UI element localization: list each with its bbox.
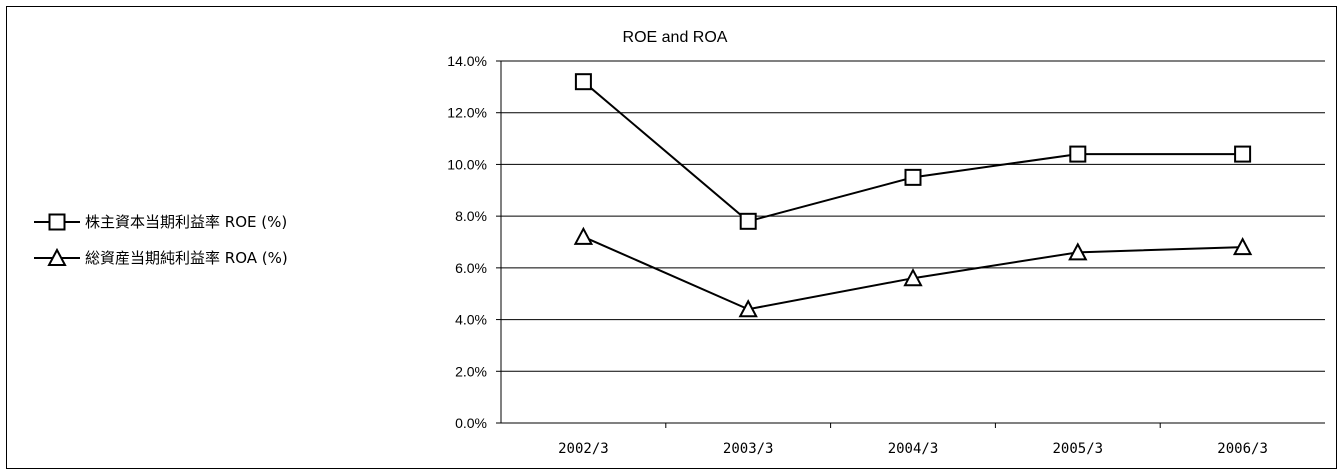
x-axis-ticks: 2002/3 2003/3 2004/3 2005/3 2006/3 [558,441,1268,457]
data-point-triangle [903,268,923,287]
data-point-triangle [1232,237,1253,256]
axes [496,60,1325,428]
data-point-square [574,73,592,91]
y-tick-label: 2.0% [455,363,487,379]
legend-marker-square [48,213,66,231]
data-point-square [739,212,757,230]
y-tick-label: 4.0% [455,312,487,328]
y-axis-ticks: 0.0% 2.0% 4.0% 6.0% 8.0% 10.0% 12.0% 14.0% [447,53,487,431]
x-tick-label: 2003/3 [723,441,774,457]
legend-label: 総資産当期純利益率 ROA (%) [85,249,288,267]
series [573,73,1253,318]
y-tick-label: 12.0% [447,105,487,121]
chart-title: ROE and ROA [623,29,728,46]
series-roa [573,226,1253,318]
y-tick-label: 0.0% [455,415,487,431]
y-tick-label: 10.0% [447,156,487,172]
x-tick-label: 2004/3 [888,441,939,457]
x-tick-label: 2002/3 [558,441,609,457]
legend-entry: 総資産当期純利益率 ROA (%) [34,247,288,267]
x-tick-label: 2005/3 [1053,441,1104,457]
data-point-triangle [573,226,594,245]
series-line [582,80,1243,223]
legend: 株主資本当期利益率 ROE (%) 総資産当期純利益率 ROA (%) [34,213,288,267]
legend-marker-triangle [47,247,67,266]
x-tick-label: 2006/3 [1217,441,1268,457]
legend-entry: 株主資本当期利益率 ROE (%) [34,213,287,231]
data-point-square [904,168,922,186]
data-point-square [1069,145,1087,163]
data-point-triangle [1068,242,1088,261]
data-point-triangle [738,299,758,318]
data-point-square [1234,145,1252,163]
y-tick-label: 14.0% [447,53,487,69]
y-tick-label: 8.0% [455,208,487,224]
legend-label: 株主資本当期利益率 ROE (%) [85,213,287,231]
y-tick-label: 6.0% [455,260,487,276]
chart-frame [6,6,1337,469]
series-roe [574,73,1252,230]
